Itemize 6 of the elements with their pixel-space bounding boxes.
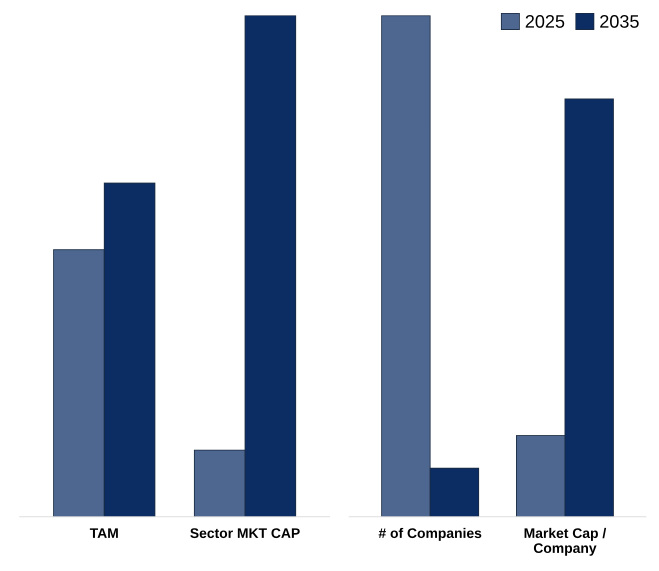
x-tick-label: Market Cap / Company [524,528,606,556]
legend-label: 2025 [526,15,564,28]
x-tick-label: TAM [90,528,118,538]
x-tick-label: Sector MKT CAP [190,528,300,538]
legend-label: 2035 [600,15,639,28]
x-tick-label: # of Companies [378,528,482,541]
